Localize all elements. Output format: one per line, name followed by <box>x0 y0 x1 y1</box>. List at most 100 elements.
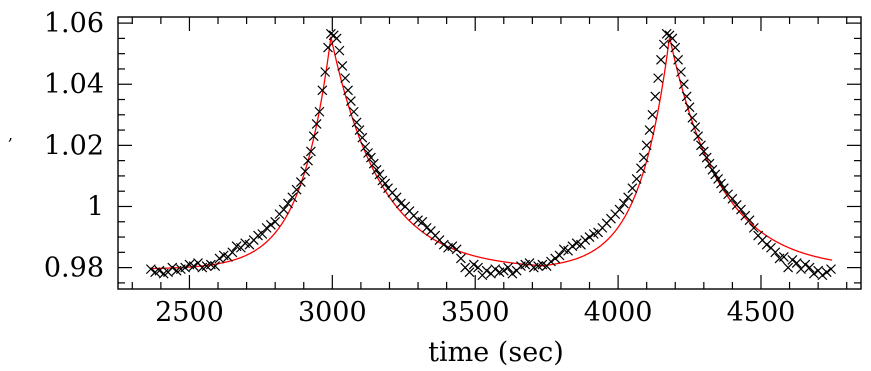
data-point-x-marker <box>357 132 368 143</box>
data-point-x-marker <box>325 28 336 39</box>
data-point-x-marker <box>684 102 695 113</box>
data-point-x-marker <box>395 198 406 209</box>
data-point-x-marker <box>334 45 345 56</box>
data-point-x-marker <box>283 198 293 209</box>
data-point-x-marker <box>360 141 371 152</box>
y-tick-label: 1.06 <box>44 8 104 39</box>
x-tick-label: 4500 <box>727 297 796 328</box>
data-point-x-marker <box>546 256 556 267</box>
data-point-x-marker <box>351 117 362 128</box>
data-point-x-marker <box>701 152 712 163</box>
y-tick-label: 1.02 <box>44 130 104 161</box>
data-point-x-marker <box>303 155 313 166</box>
data-point-x-marker <box>718 183 729 194</box>
data-point-x-marker <box>503 262 513 273</box>
data-point-x-marker <box>261 222 272 233</box>
data-point-x-marker <box>345 96 356 106</box>
data-point-x-marker <box>770 247 781 258</box>
y-axis-label-fragment: , <box>8 125 13 144</box>
data-point-x-marker <box>817 270 828 281</box>
data-point-x-marker <box>656 54 666 65</box>
data-point-x-marker <box>320 67 331 77</box>
y-tick-labels: 0.98 1 1.02 1.04 1.06 <box>44 8 104 283</box>
y-tick-label: 1.04 <box>44 69 104 100</box>
data-point-x-marker <box>748 222 759 233</box>
data-point-x-marker <box>308 131 319 142</box>
data-point-x-marker <box>270 216 281 227</box>
x-tick-label: 3500 <box>441 297 510 328</box>
data-point-x-marker <box>661 28 672 39</box>
data-point-x-marker <box>808 268 819 279</box>
model-curve <box>150 36 833 270</box>
data-point-x-marker <box>305 146 316 157</box>
data-point-x-marker <box>667 33 678 44</box>
data-point-x-marker <box>567 241 578 252</box>
data-point-x-marker <box>727 193 738 204</box>
data-markers-layer <box>145 28 836 281</box>
data-point-x-marker <box>278 204 289 215</box>
data-point-x-marker <box>653 73 664 84</box>
data-point-x-marker <box>257 229 268 239</box>
data-point-x-marker <box>343 85 353 96</box>
data-point-x-marker <box>291 184 302 195</box>
data-point-x-marker <box>631 174 642 184</box>
x-tick-labels: 2500 3000 3500 4000 4500 <box>155 297 795 328</box>
x-tick-label: 2500 <box>155 297 224 328</box>
data-point-x-marker <box>180 262 191 273</box>
data-point-x-marker <box>365 152 376 163</box>
data-point-x-marker <box>331 33 342 44</box>
data-point-x-marker <box>800 259 811 270</box>
data-point-x-marker <box>464 267 475 278</box>
model-curve-layer <box>150 36 833 270</box>
data-point-x-marker <box>791 258 802 268</box>
data-point-x-marker <box>438 239 449 250</box>
data-point-x-marker <box>550 253 561 264</box>
data-point-x-marker <box>676 67 686 77</box>
data-point-x-marker <box>744 215 755 226</box>
data-point-x-marker <box>707 164 718 175</box>
data-point-x-marker <box>580 235 591 246</box>
data-point-x-marker <box>371 164 382 175</box>
data-point-x-marker <box>295 177 306 187</box>
data-point-x-marker <box>210 261 221 272</box>
data-point-x-marker <box>696 140 706 151</box>
data-point-x-marker <box>710 169 721 180</box>
data-point-x-marker <box>736 204 746 215</box>
data-point-x-marker <box>498 265 509 276</box>
data-point-x-marker <box>618 198 629 209</box>
data-point-x-marker <box>554 250 565 261</box>
data-point-x-marker <box>188 261 199 272</box>
data-point-x-marker <box>337 60 348 71</box>
data-point-x-marker <box>154 265 165 276</box>
data-point-x-marker <box>673 54 684 65</box>
data-point-x-marker <box>340 73 351 84</box>
data-point-x-marker <box>468 259 479 270</box>
data-point-x-marker <box>787 255 798 265</box>
data-point-x-marker <box>704 158 715 169</box>
data-point-x-marker <box>678 79 689 90</box>
data-point-x-marker <box>481 265 492 276</box>
data-point-x-marker <box>363 148 373 158</box>
data-point-x-marker <box>287 192 298 203</box>
data-point-x-marker <box>417 216 428 227</box>
data-point-x-marker <box>783 262 794 273</box>
data-point-x-marker <box>627 183 638 194</box>
data-point-x-marker <box>641 140 652 151</box>
data-point-x-marker <box>638 152 649 163</box>
data-point-x-marker <box>693 131 704 142</box>
data-point-x-marker <box>447 241 458 252</box>
data-point-x-marker <box>778 251 789 262</box>
data-point-x-marker <box>374 169 385 180</box>
data-point-x-marker <box>647 109 658 120</box>
data-point-x-marker <box>690 122 701 132</box>
data-point-x-marker <box>354 125 365 136</box>
data-point-x-marker <box>670 42 681 53</box>
data-point-x-marker <box>584 232 595 242</box>
data-point-x-marker <box>681 91 692 102</box>
data-point-x-marker <box>658 39 669 50</box>
data-point-x-marker <box>227 247 238 258</box>
data-point-x-marker <box>713 174 724 184</box>
data-point-x-marker <box>421 222 432 233</box>
data-point-x-marker <box>716 178 726 189</box>
